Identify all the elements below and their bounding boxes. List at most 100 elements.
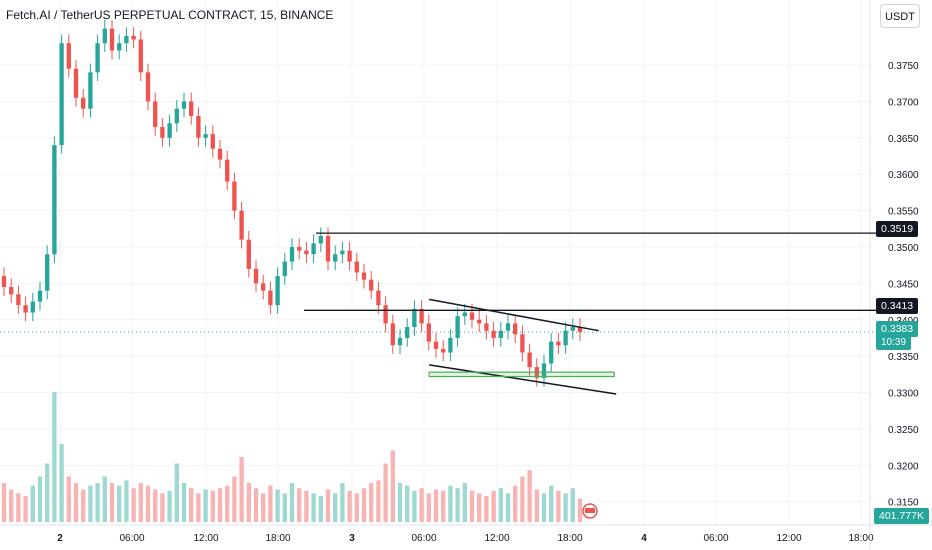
volume-bar — [354, 493, 359, 522]
candle-body — [469, 312, 475, 320]
x-tick-label: 18:00 — [265, 533, 290, 544]
volume-bar — [246, 483, 251, 522]
volume-bar — [376, 480, 381, 522]
volume-bar — [412, 490, 417, 522]
volume-bar — [534, 489, 539, 522]
candle-body — [153, 101, 158, 127]
candle-body — [145, 72, 151, 102]
candle-body — [1, 276, 7, 288]
x-tick-label: 06:00 — [119, 533, 144, 544]
volume-bar — [549, 485, 554, 522]
volume-bar — [361, 488, 367, 522]
volume-bar — [397, 483, 403, 522]
x-tick-label: 06:00 — [703, 533, 728, 544]
candle-body — [52, 145, 57, 255]
candle-body — [412, 308, 417, 328]
candle-body — [30, 301, 35, 313]
price-tag-resistance: 0.3519 — [876, 221, 919, 237]
candle-body — [491, 330, 496, 338]
volume-bar — [469, 490, 475, 522]
volume-bar — [383, 463, 388, 522]
y-tick-label: 0.3500 — [888, 243, 919, 254]
volume-bar — [325, 489, 331, 522]
candle-body — [73, 68, 79, 98]
x-tick-label: 12:00 — [776, 533, 801, 544]
volume-bar — [167, 490, 172, 522]
candle-body — [131, 35, 136, 40]
candle-body — [369, 279, 374, 291]
volume-bar — [145, 485, 151, 522]
volume-bar — [73, 483, 79, 522]
volume-bar — [261, 493, 266, 522]
volume-bar — [181, 483, 187, 522]
candle-body — [138, 39, 143, 73]
volume-bar — [390, 450, 395, 522]
candle-body — [441, 348, 446, 353]
candle-body — [527, 352, 532, 368]
trendline — [428, 298, 599, 332]
volume-bar — [23, 496, 28, 522]
volume-bar — [448, 485, 453, 522]
candle-body — [109, 28, 115, 51]
volume-bar — [225, 485, 230, 522]
candle-body — [325, 236, 331, 262]
volume-bar — [95, 483, 100, 522]
y-tick-label: 0.3750 — [888, 61, 919, 72]
bar-countdown: 10:39 — [876, 336, 912, 350]
volume-bar — [570, 488, 575, 522]
volume-bar — [45, 463, 50, 522]
x-tick-label: 18:00 — [848, 533, 873, 544]
x-tick-label: 06:00 — [411, 533, 436, 544]
candle-body — [117, 43, 122, 51]
volume-bar — [304, 490, 309, 522]
volume-bar — [477, 493, 482, 522]
candle-body — [239, 210, 244, 240]
volume-bar — [419, 488, 424, 522]
volume-bar — [1, 483, 7, 522]
currency-button[interactable]: USDT — [880, 4, 920, 28]
candle-body — [9, 287, 14, 295]
candle-body — [102, 28, 107, 44]
candle-body — [174, 108, 179, 124]
volume-bar — [347, 490, 352, 522]
candle-body — [181, 101, 187, 109]
y-tick-label: 0.3200 — [888, 461, 919, 472]
candle-body — [563, 330, 568, 346]
candle-body — [477, 319, 482, 324]
volume-bar — [189, 488, 194, 522]
volume-bar — [318, 496, 323, 522]
candle-body — [570, 327, 575, 331]
y-tick-label: 0.3450 — [888, 279, 919, 290]
volume-bar — [210, 490, 215, 522]
candle-body — [16, 294, 21, 306]
candle-body — [390, 323, 395, 346]
candle-body — [189, 101, 194, 116]
candle-body — [513, 323, 518, 335]
price-tag-last: 0.3383 — [876, 321, 919, 337]
candle-body — [261, 283, 266, 291]
candle-body — [376, 290, 381, 306]
volume-bar — [131, 488, 136, 522]
candle-body — [253, 268, 259, 284]
volume-bar — [37, 476, 43, 522]
volume-bar — [9, 489, 14, 522]
volume-bar — [253, 488, 259, 522]
candle-body — [81, 97, 86, 109]
volume-bar — [117, 485, 122, 522]
candle-body — [23, 305, 28, 313]
candle-body — [462, 312, 467, 317]
candle-body — [354, 261, 359, 273]
candle-body — [160, 126, 165, 138]
candle-body — [37, 290, 43, 302]
volume-bar — [405, 485, 410, 522]
candle-body — [520, 334, 525, 353]
volume-bar — [138, 483, 143, 522]
y-tick-label: 0.3150 — [888, 498, 919, 509]
candle-body — [88, 72, 93, 109]
volume-bar — [52, 392, 57, 522]
volume-bar — [239, 457, 244, 522]
volume-bar — [556, 490, 561, 522]
candle-body — [124, 35, 129, 44]
candle-body — [347, 250, 352, 262]
